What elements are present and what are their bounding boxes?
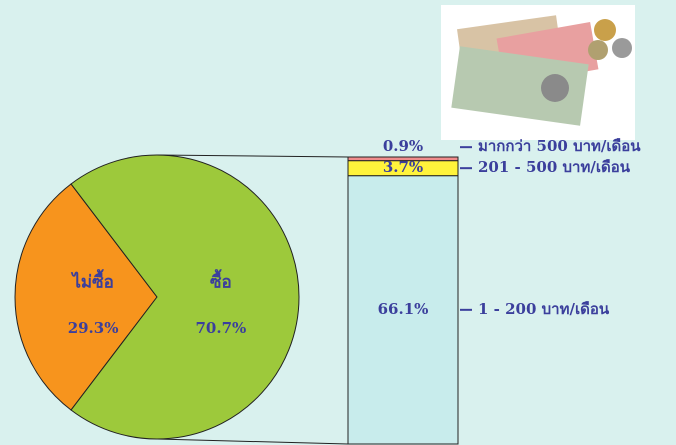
bar-category: มากกว่า 500 บาท/เดือน	[478, 137, 641, 155]
bar-value: 3.7%	[383, 158, 423, 176]
bar-value: 0.9%	[383, 137, 423, 155]
pie-slice	[14, 183, 158, 411]
slice-value: 70.7%	[196, 319, 247, 337]
connector	[156, 154, 349, 158]
bar-segment	[347, 175, 459, 445]
money-picture	[441, 5, 635, 140]
slice-value: 29.3%	[68, 319, 119, 337]
bar-value: 66.1%	[378, 300, 429, 318]
bar-segment	[347, 156, 459, 162]
connector	[156, 438, 349, 445]
bar-category: 201 - 500 บาท/เดือน	[478, 158, 631, 176]
bar-category: 1 - 200 บาท/เดือน	[478, 300, 610, 318]
slice-name: ซื้อ	[210, 269, 232, 293]
slice-name: ไม่ซื้อ	[70, 269, 114, 293]
pie-slice	[70, 154, 300, 440]
